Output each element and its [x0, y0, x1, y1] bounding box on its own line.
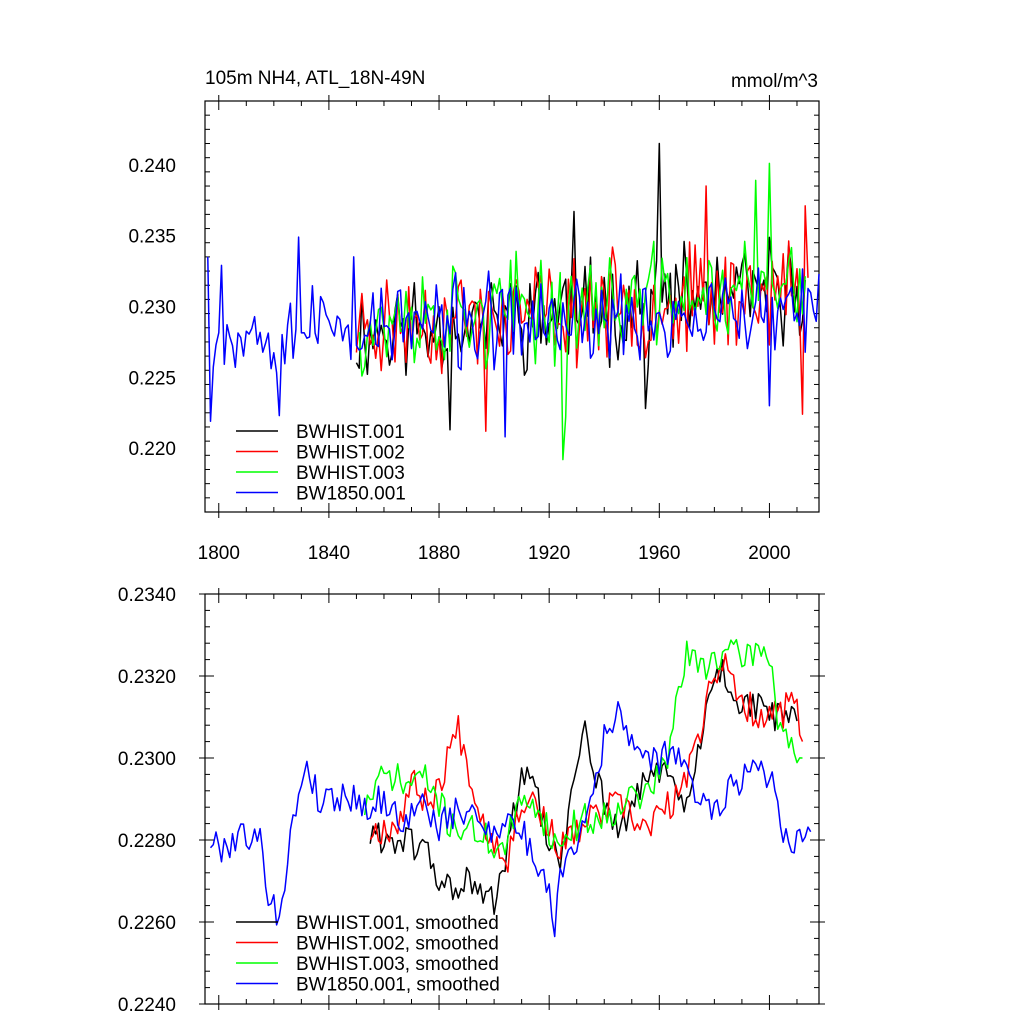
- y-tick-label: 0.2340: [118, 585, 176, 606]
- series-line-top-2: [358, 162, 806, 461]
- legend-label: BW1850.001, smoothed: [296, 975, 500, 996]
- legend-label: BWHIST.002, smoothed: [296, 934, 499, 955]
- y-tick-label: 0.2320: [118, 667, 176, 688]
- legend-label: BWHIST.003: [296, 463, 405, 484]
- x-tick-label: 1880: [418, 543, 460, 564]
- y-tick-label: 0.220: [128, 439, 176, 460]
- bottom-panel-series: [209, 638, 812, 938]
- series-line-bottom-2: [363, 638, 803, 859]
- y-tick-label: 0.225: [128, 368, 176, 389]
- series-line-bottom-1: [369, 653, 804, 873]
- bottom-panel: 0.2240 0.2260 0.2280 0.2300 0.2320 0.2340 BWH…: [118, 585, 825, 1016]
- series-line-top-3: [207, 236, 820, 438]
- top-panel-title: 105m NH4, ATL_18N-49N: [205, 68, 425, 89]
- x-tick-label: 1920: [528, 543, 570, 564]
- legend-label: BWHIST.002: [296, 443, 405, 464]
- series-line-top-1: [355, 185, 809, 432]
- y-tick-label: 0.2260: [118, 913, 176, 934]
- x-tick-label: 1800: [198, 543, 240, 564]
- x-tick-label: 2000: [748, 543, 790, 564]
- y-tick-label: 0.235: [128, 227, 176, 248]
- top-panel-frame: [204, 100, 820, 513]
- series-line-bottom-0: [369, 658, 798, 916]
- legend-label: BWHIST.001: [296, 422, 405, 443]
- y-tick-label: 0.2280: [118, 831, 176, 852]
- legend-label: BWHIST.001, smoothed: [296, 913, 499, 934]
- y-tick-label: 0.230: [128, 298, 176, 319]
- bottom-panel-frame: [204, 593, 820, 1005]
- series-line-bottom-3: [209, 701, 812, 938]
- y-tick-label: 0.2300: [118, 749, 176, 770]
- top-panel-ticks: 1800 1840 1880 1920 1960 2000 0.220 0.225 0.230 0…: [128, 95, 819, 564]
- legend-label: BW1850.001: [296, 484, 406, 505]
- top-panel: 105m NH4, ATL_18N-49N mmol/m^3 1800 1840 1…: [128, 68, 820, 564]
- y-tick-label: 0.240: [128, 156, 176, 177]
- x-tick-label: 1960: [638, 543, 680, 564]
- x-tick-label: 1840: [308, 543, 350, 564]
- bottom-panel-ticks: 0.2240 0.2260 0.2280 0.2300 0.2320 0.2340: [118, 585, 825, 1016]
- top-panel-units: mmol/m^3: [731, 71, 818, 92]
- top-panel-series: [207, 142, 820, 461]
- y-tick-label: 0.2240: [118, 995, 176, 1016]
- legend-label: BWHIST.003, smoothed: [296, 954, 499, 975]
